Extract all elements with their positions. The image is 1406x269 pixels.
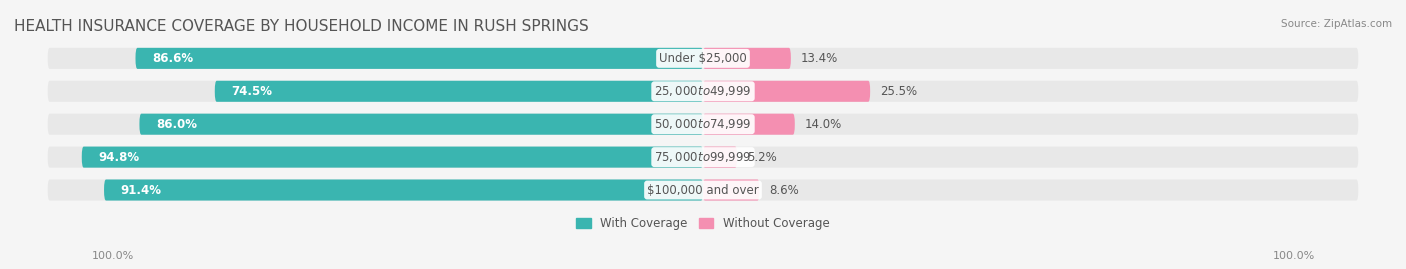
- Text: 74.5%: 74.5%: [231, 85, 273, 98]
- Text: 14.0%: 14.0%: [804, 118, 842, 131]
- FancyBboxPatch shape: [82, 147, 703, 168]
- FancyBboxPatch shape: [135, 48, 703, 69]
- FancyBboxPatch shape: [48, 147, 1358, 168]
- Text: 100.0%: 100.0%: [1272, 251, 1315, 261]
- Text: Source: ZipAtlas.com: Source: ZipAtlas.com: [1281, 19, 1392, 29]
- FancyBboxPatch shape: [48, 48, 1358, 69]
- Text: Under $25,000: Under $25,000: [659, 52, 747, 65]
- Text: $100,000 and over: $100,000 and over: [647, 183, 759, 197]
- FancyBboxPatch shape: [139, 114, 703, 135]
- Text: 5.2%: 5.2%: [747, 151, 776, 164]
- FancyBboxPatch shape: [48, 179, 1358, 201]
- Text: 100.0%: 100.0%: [91, 251, 134, 261]
- Text: 86.6%: 86.6%: [152, 52, 193, 65]
- Text: 91.4%: 91.4%: [121, 183, 162, 197]
- Text: 13.4%: 13.4%: [800, 52, 838, 65]
- FancyBboxPatch shape: [48, 114, 1358, 135]
- Text: 86.0%: 86.0%: [156, 118, 197, 131]
- FancyBboxPatch shape: [703, 147, 737, 168]
- FancyBboxPatch shape: [104, 179, 703, 201]
- Text: HEALTH INSURANCE COVERAGE BY HOUSEHOLD INCOME IN RUSH SPRINGS: HEALTH INSURANCE COVERAGE BY HOUSEHOLD I…: [14, 19, 589, 34]
- FancyBboxPatch shape: [703, 179, 759, 201]
- FancyBboxPatch shape: [48, 81, 1358, 102]
- FancyBboxPatch shape: [703, 81, 870, 102]
- Text: $50,000 to $74,999: $50,000 to $74,999: [654, 117, 752, 131]
- Text: $75,000 to $99,999: $75,000 to $99,999: [654, 150, 752, 164]
- FancyBboxPatch shape: [703, 114, 794, 135]
- Text: 8.6%: 8.6%: [769, 183, 799, 197]
- Text: $25,000 to $49,999: $25,000 to $49,999: [654, 84, 752, 98]
- Legend: With Coverage, Without Coverage: With Coverage, Without Coverage: [576, 217, 830, 230]
- FancyBboxPatch shape: [215, 81, 703, 102]
- Text: 94.8%: 94.8%: [98, 151, 139, 164]
- FancyBboxPatch shape: [703, 48, 790, 69]
- Text: 25.5%: 25.5%: [880, 85, 917, 98]
